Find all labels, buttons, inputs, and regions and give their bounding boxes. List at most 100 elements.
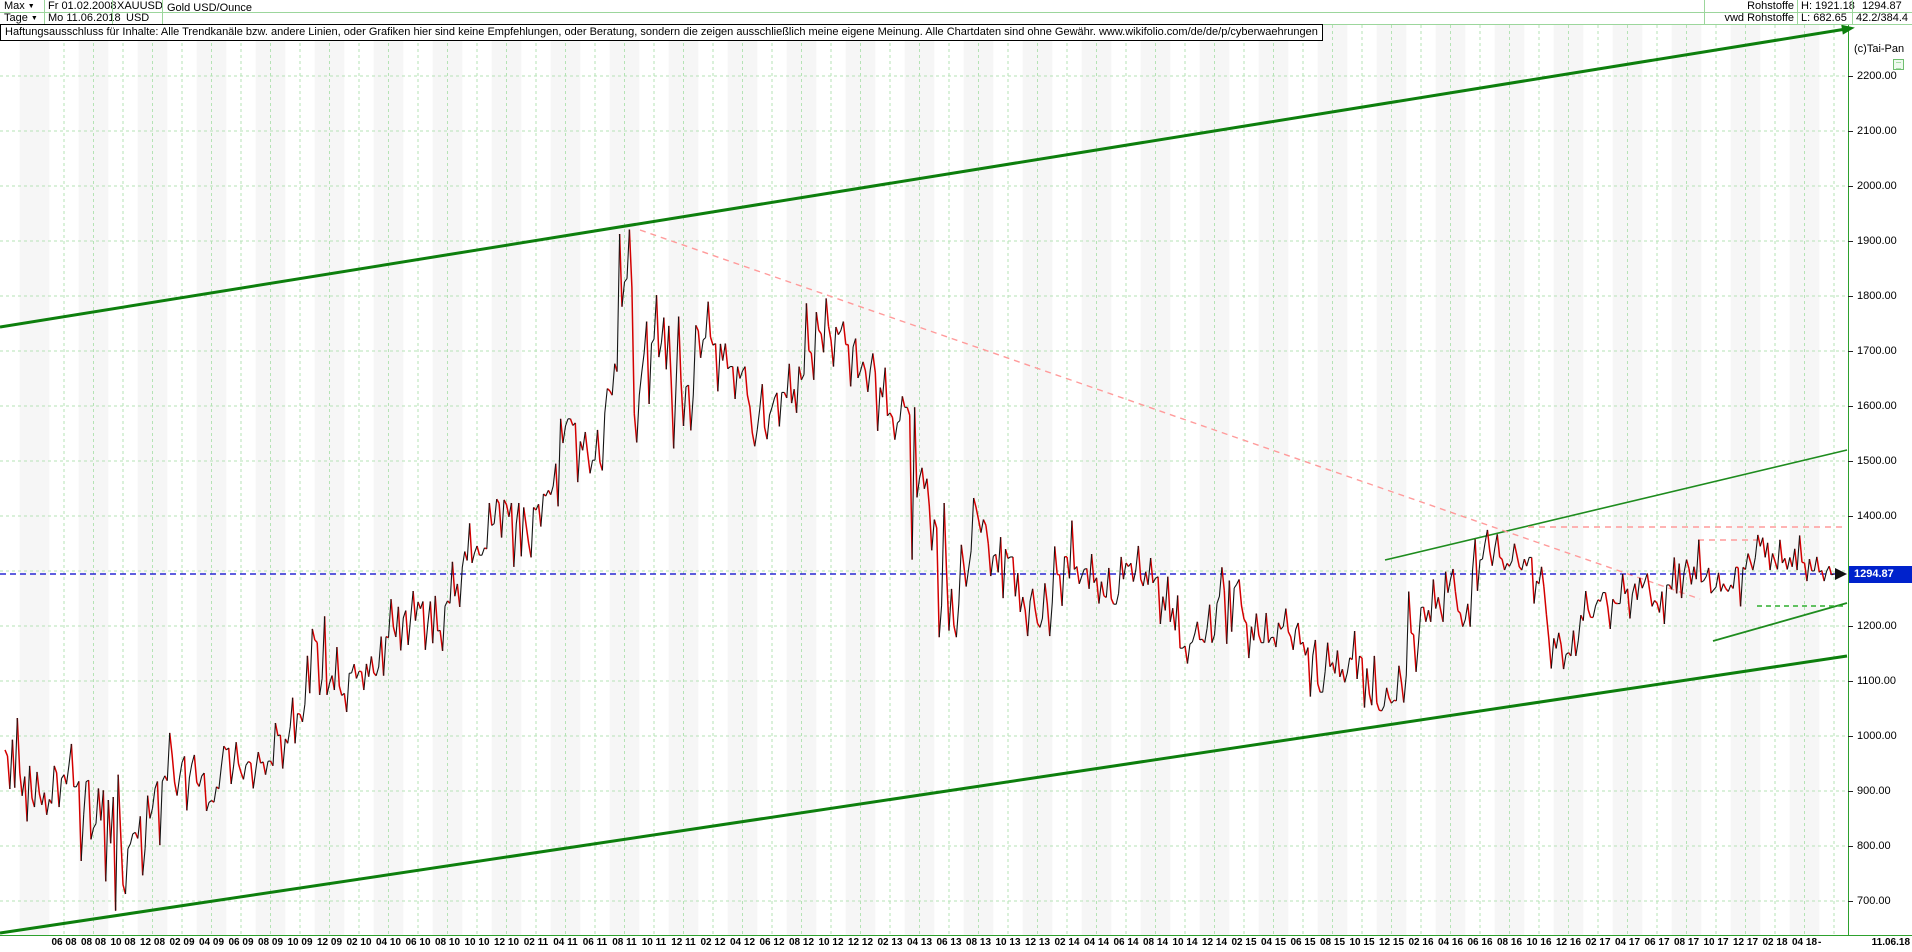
y-axis-tick-label: 1200.00 [1857,620,1897,633]
x-axis-tick-label: 06 11 [582,937,608,948]
y-axis-tick-label: 1900.00 [1857,235,1897,248]
chart-options-button[interactable] [1893,59,1904,70]
y-axis-tick-label: 800.00 [1857,840,1891,853]
x-axis-tick-label: 04 18 [1791,937,1818,948]
last-price-marker-icon [1835,568,1847,580]
period-low: L: 682.65 [1801,12,1847,24]
data-feed: vwd Rohstoffe [1724,12,1794,24]
x-axis-tick-label: 08 15 [1319,937,1346,948]
x-axis-tick-label: 12 15 [1378,937,1405,948]
x-axis-tick-label: 06 16 [1467,937,1493,948]
instrument-category: Rohstoffe [1747,0,1794,12]
last-price-badge: 1294.87 [1849,566,1912,583]
y-axis-tick [1848,736,1853,738]
x-axis-tick-label: 02 10 [346,937,372,948]
x-axis-tick-label: 10 16 [1526,937,1552,948]
x-axis-tick-label: 04 14 [1083,937,1110,948]
time-axis-strip [0,935,1912,952]
inner-uptrend-line-1[interactable] [1384,449,1848,561]
x-axis-tick-label: 06 08 [51,937,77,948]
x-axis-tick-label: 08 09 [257,937,284,948]
x-axis-tick-label: 12 17 [1732,937,1759,948]
y-axis-tick-label: 1500.00 [1857,455,1897,468]
y-axis-tick-label: 900.00 [1857,785,1891,798]
x-axis-tick-label: 12 13 [1024,937,1051,948]
y-axis-tick [1848,681,1853,683]
range-start-date: Fr 01.02.2008 [48,0,117,12]
x-axis-tick-label: 04 12 [729,937,756,948]
x-axis-tick-label: 08 16 [1496,937,1523,948]
x-axis-tick-label: 08 11 [612,937,637,948]
price-axis-strip [1848,25,1912,952]
x-axis-tick-label: 10 09 [287,937,313,948]
x-axis-tick-label: 12 08 [139,937,166,948]
x-axis-tick-label: 02 17 [1585,937,1611,948]
x-axis-tick-label: 12 09 [316,937,343,948]
range-end-date: Mo 11.06.2018 [48,12,121,24]
y-axis-tick-label: 1100.00 [1857,675,1896,688]
x-axis-tick-label: 02 12 [700,937,726,948]
y-axis-tick [1848,351,1853,353]
x-axis-tick-label: 12 10 [493,937,520,948]
y-axis-tick [1848,406,1853,408]
x-axis-tick-label: 06 09 [228,937,254,948]
x-axis-tick-label: 06 15 [1290,937,1316,948]
x-axis-tick-label: 04 16 [1437,937,1464,948]
up-bars [9,229,1835,911]
x-axis-tick-label: 10 17 [1703,937,1729,948]
candlestick-series [4,229,1835,911]
range-selector[interactable]: Max ▼ [4,0,35,14]
x-axis-tick-label: 10 13 [995,937,1021,948]
x-axis-tick-label: 06 17 [1644,937,1670,948]
trend-arrow-icon [1841,24,1855,35]
range-selector-label: Max [4,0,25,12]
instrument-name: Gold USD/Ounce [167,2,252,14]
y-axis-tick [1848,846,1853,848]
time-axis-separator: - [1818,937,1822,948]
x-axis-tick-label: 04 09 [198,937,225,948]
time-axis-end-date: 11.06.18 [1871,937,1910,948]
x-axis-tick-label: 12 12 [847,937,874,948]
y-axis-tick [1848,901,1853,903]
y-axis-tick [1848,296,1853,298]
x-axis-tick-label: 02 16 [1408,937,1434,948]
chevron-down-icon: ▼ [30,15,38,22]
upper-trend-channel-line[interactable] [0,27,1847,329]
x-axis-tick-label: 08 08 [80,937,107,948]
y-axis-tick [1848,131,1853,133]
y-axis-tick [1848,626,1853,628]
header-last-price: 1294.87 [1862,0,1902,12]
y-axis-tick [1848,516,1853,518]
downtrend-line-from-2011-peak[interactable] [639,229,1701,600]
y-axis-tick-label: 2100.00 [1857,125,1897,138]
lower-trend-channel-line[interactable] [0,654,1848,935]
x-axis-tick-label: 04 17 [1614,937,1641,948]
x-axis-tick-label: 12 16 [1555,937,1582,948]
disclaimer-note: Haftungsausschluss für Inhalte: Alle Tre… [0,24,1323,41]
inner-uptrend-line-2[interactable] [1712,602,1848,642]
x-axis-tick-label: 06 14 [1113,937,1139,948]
y-axis-tick-label: 1400.00 [1857,510,1897,523]
x-axis-tick-label: 04 10 [375,937,402,948]
period-selector-label: Tage [4,12,28,24]
x-axis-tick-label: 02 11 [523,937,549,948]
x-axis-tick-label: 04 15 [1260,937,1287,948]
y-axis-tick-label: 2200.00 [1857,70,1897,83]
down-bars [4,229,1833,911]
x-axis-tick-label: 12 14 [1201,937,1228,948]
chevron-down-icon: ▼ [27,3,35,10]
instrument-currency: USD [126,12,150,24]
x-axis-tick-label: 06 12 [759,937,785,948]
y-axis-tick-label: 2000.00 [1857,180,1897,193]
x-axis-tick-label: 02 18 [1762,937,1788,948]
y-axis-tick-label: 1700.00 [1857,345,1897,358]
x-axis-tick-label: 10 10 [464,937,490,948]
x-axis-tick-label: 02 13 [877,937,903,948]
x-axis-tick-label: 02 15 [1231,937,1257,948]
period-selector[interactable]: Tage ▼ [4,12,38,26]
header-row-divider [0,12,1912,13]
copyright-label: (c)Tai-Pan [1854,43,1905,55]
y-axis-tick-label: 700.00 [1857,895,1891,908]
x-axis-tick-label: 08 14 [1142,937,1169,948]
